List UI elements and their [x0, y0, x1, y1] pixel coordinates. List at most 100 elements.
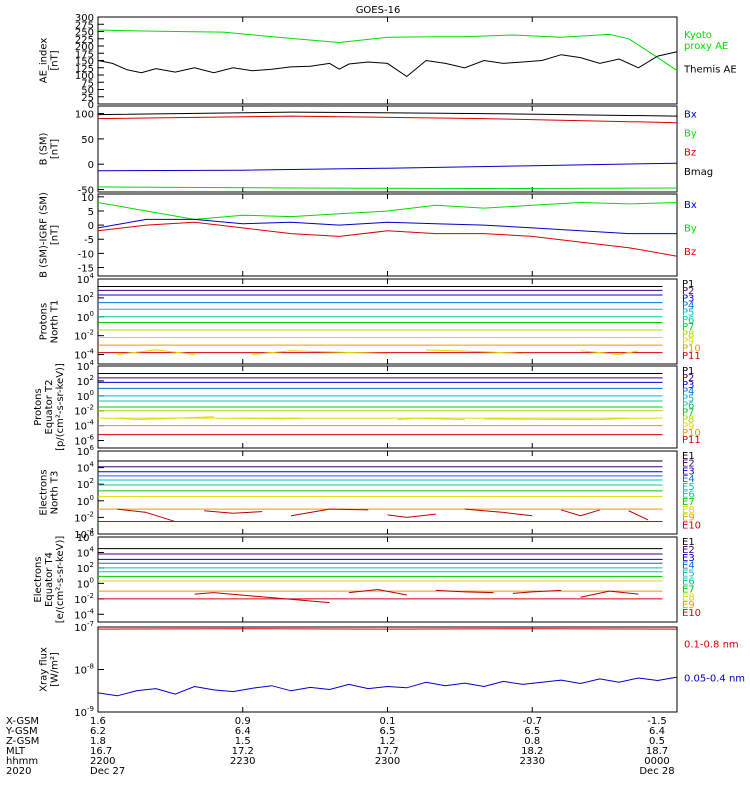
series-kyoto-proxy-ae: [97, 29, 678, 72]
y-axis-label: [W/m²]: [50, 652, 61, 687]
y-tick-label: 106: [77, 530, 95, 544]
y-tick-label: 102: [77, 477, 94, 491]
legend-E5: E5: [682, 569, 695, 580]
legend-E1: E1: [682, 537, 695, 548]
y-axis-label: Electrons: [39, 469, 50, 515]
legend-E10: E10: [682, 608, 701, 619]
low-channel-segment: [599, 417, 629, 421]
panel-bsm: -50 0 50 100 B (SM) [nT] Bx By Bz Bmag: [39, 105, 713, 196]
low-channel-segment: [532, 589, 562, 593]
low-channel-segment: [580, 350, 620, 356]
legend-P9: P9: [682, 421, 694, 432]
panel-frame: [97, 626, 678, 713]
legend-P1: P1: [682, 279, 694, 290]
legend-E6: E6: [682, 577, 695, 588]
legend-P11: P11: [682, 435, 701, 446]
low-channel-segment: [628, 510, 649, 521]
low-channel-segment: [580, 590, 610, 598]
legend-E7: E7: [682, 497, 695, 508]
low-channel-segment: [483, 418, 600, 421]
legend-E5: E5: [682, 482, 695, 493]
y-tick-label: 102: [77, 374, 94, 388]
low-channel-segment: [426, 349, 485, 353]
legend-E6: E6: [682, 490, 695, 501]
y-tick-label: -15: [78, 264, 94, 275]
legend-item: Bx: [684, 109, 697, 120]
footer-value: 0.5: [649, 736, 665, 747]
legend-P7: P7: [682, 322, 694, 333]
legend-P8: P8: [682, 329, 694, 340]
low-channel-segment: [619, 350, 639, 356]
legend-item: 0.05-0.4 nm: [684, 673, 745, 684]
y-tick-label: 0: [88, 160, 94, 171]
low-channel-segment: [117, 417, 137, 421]
legend-E3: E3: [682, 466, 695, 477]
footer-row-label: Z-GSM: [6, 736, 39, 747]
low-channel-segment: [117, 508, 147, 513]
legend-item: Bmag: [684, 167, 713, 178]
legend-P10: P10: [682, 344, 701, 355]
y-tick-label: 100: [77, 576, 94, 590]
low-channel-segment: [290, 508, 330, 517]
footer-row-label: X-GSM: [6, 716, 39, 727]
y-tick-label: 104: [77, 359, 95, 373]
footer-row-label: 2020: [6, 766, 31, 777]
y-tick-label: 300: [75, 13, 94, 24]
series-themis-ae: [97, 51, 678, 78]
y-tick-label: 225: [75, 35, 94, 46]
footer-value: 6.4: [235, 726, 251, 737]
footer-row-label: MLT: [6, 746, 26, 757]
footer-value: 18.2: [521, 746, 543, 757]
low-channel-segment: [213, 592, 330, 604]
footer-value: 0.9: [235, 716, 251, 727]
low-channel-segment: [397, 417, 417, 421]
low-channel-segment: [155, 349, 195, 356]
low-channel-segment: [290, 350, 388, 355]
legend-E7: E7: [682, 584, 695, 595]
footer-value: 6.5: [524, 726, 540, 737]
series-bz: [97, 221, 678, 257]
low-channel-segment: [281, 417, 301, 420]
legend-P7: P7: [682, 407, 694, 418]
y-tick-label: 102: [77, 291, 94, 305]
legend-E10: E10: [682, 520, 701, 531]
y-tick-label: 10-2: [74, 592, 94, 606]
footer-value: 2230: [230, 756, 255, 767]
legend-item: 0.1-0.8 nm: [684, 639, 739, 650]
footer-value: 0.1: [380, 716, 396, 727]
legend-item: By: [684, 129, 697, 140]
y-tick-label: -10: [78, 249, 94, 260]
low-channel-segment: [117, 349, 156, 356]
legend-item: proxy AE: [684, 41, 728, 52]
y-axis-label: [nT]: [50, 139, 61, 159]
low-channel-segment: [348, 589, 378, 594]
y-tick-label: 200: [75, 42, 94, 53]
panel-frame: [97, 193, 678, 277]
y-axis-label: North T1: [50, 300, 61, 344]
low-channel-segment: [387, 514, 407, 518]
footer-row-label: Y-GSM: [5, 726, 38, 737]
low-channel-segment: [464, 591, 494, 594]
legend-P2: P2: [682, 286, 694, 297]
series-bmag: [97, 111, 678, 117]
y-tick-label: 50: [81, 86, 94, 97]
y-tick-label: 10-8: [74, 663, 94, 677]
series-bz: [97, 115, 678, 124]
series-bx: [97, 218, 677, 235]
panel-bres: -15 -10 -5 0 5 10 B (SM)-IGRF (SM) [nT] Bx By Bz: [39, 192, 697, 278]
legend-P3: P3: [682, 293, 694, 304]
series-bx: [97, 162, 678, 172]
legend-P6: P6: [682, 315, 694, 326]
footer-row-label: hhmm: [6, 756, 38, 767]
low-channel-segment: [194, 592, 214, 595]
footer-value: 0000: [644, 756, 669, 767]
footer-value: 2300: [375, 756, 400, 767]
y-tick-label: 10-2: [74, 404, 94, 418]
y-axis-label: Electrons: [33, 556, 44, 602]
series-by: [97, 201, 678, 220]
low-channel-segment: [406, 513, 436, 518]
low-channel-segment: [580, 509, 600, 517]
